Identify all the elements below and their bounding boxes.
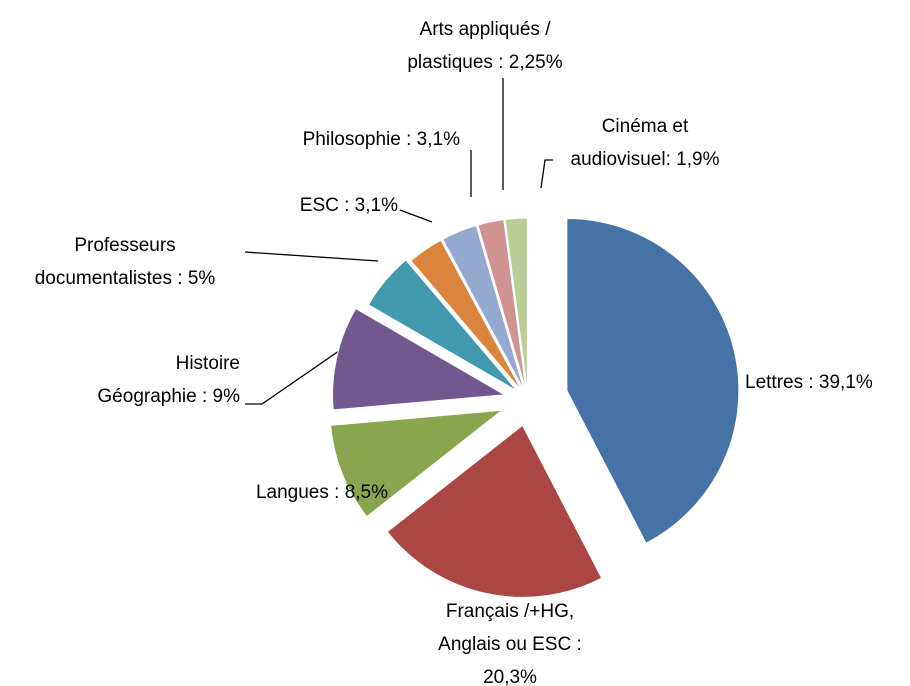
- slice-label: Histoire: [176, 353, 240, 374]
- slice-label: Lettres : 39,1%: [745, 372, 873, 393]
- slice-label: audiovisuel: 1,9%: [571, 149, 720, 170]
- slice-label: Anglais ou ESC :: [438, 634, 582, 655]
- leader-line: [245, 341, 353, 405]
- pie-slice: [330, 409, 504, 518]
- slice-label: Cinéma et: [602, 116, 689, 137]
- pie-slice: [477, 219, 527, 391]
- pie-slice: [410, 239, 523, 393]
- pie-slice: [386, 424, 603, 598]
- leader-line: [244, 251, 379, 262]
- leader-line: [540, 159, 553, 189]
- pie-slice: [367, 259, 518, 392]
- slice-label: Philosophie : 3,1%: [303, 129, 460, 150]
- pie-slice: [504, 217, 528, 391]
- leader-line: [399, 209, 433, 223]
- slice-label: Langues : 8,5%: [256, 482, 388, 503]
- slice-label: 20,3%: [483, 667, 537, 686]
- slice-label: plastiques : 2,25%: [407, 52, 562, 73]
- slice-label: ESC : 3,1%: [300, 195, 398, 216]
- slice-label: documentalistes : 5%: [35, 268, 216, 289]
- pie-slice: [332, 307, 507, 411]
- slice-label: Géographie : 9%: [97, 386, 240, 407]
- slice-label: Français /+HG,: [446, 601, 574, 622]
- pie-slice: [566, 218, 740, 544]
- leader-lines: [244, 78, 553, 405]
- slice-label: Professeurs: [74, 235, 175, 256]
- slice-label: Arts appliqués /: [420, 19, 552, 40]
- pie-slice: [442, 224, 525, 391]
